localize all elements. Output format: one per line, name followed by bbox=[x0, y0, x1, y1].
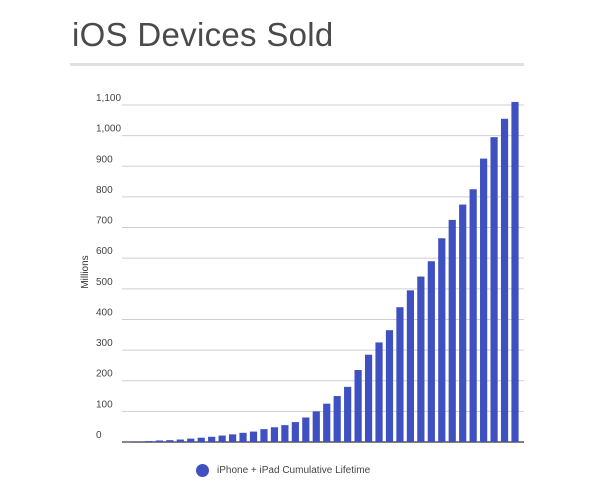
bar bbox=[490, 137, 498, 443]
bar bbox=[344, 386, 352, 442]
legend-swatch bbox=[196, 464, 209, 477]
bar-chart: Millions 0 100 200 300 400 500 600 700 800 900 1,0… bbox=[80, 93, 524, 443]
chart-title: iOS Devices Sold bbox=[72, 16, 334, 53]
y-tick-label: 400 bbox=[96, 307, 113, 318]
title-divider bbox=[70, 63, 524, 66]
bar bbox=[145, 441, 153, 442]
bar bbox=[176, 439, 184, 442]
bar bbox=[438, 238, 446, 442]
bar bbox=[187, 438, 195, 442]
bar bbox=[208, 436, 216, 442]
bar bbox=[417, 276, 425, 442]
bar bbox=[260, 429, 268, 442]
bar bbox=[228, 434, 237, 442]
y-tick-label: 200 bbox=[96, 369, 113, 380]
legend: iPhone + iPad Cumulative Lifetime bbox=[196, 464, 370, 477]
bar bbox=[385, 330, 394, 442]
y-tick-label: 1,100 bbox=[96, 93, 121, 104]
bar bbox=[270, 427, 279, 442]
bar bbox=[375, 342, 383, 442]
bar bbox=[448, 219, 456, 442]
bar bbox=[406, 290, 415, 442]
y-tick-label: 100 bbox=[96, 399, 113, 410]
bar bbox=[427, 261, 435, 442]
bar bbox=[302, 417, 310, 442]
y-tick-label: 600 bbox=[96, 246, 113, 257]
y-axis-label: Millions bbox=[80, 255, 91, 288]
bar bbox=[323, 403, 331, 442]
bar bbox=[396, 307, 404, 442]
bar bbox=[291, 422, 299, 442]
bar bbox=[354, 370, 362, 442]
bar bbox=[333, 396, 341, 442]
bar bbox=[459, 204, 467, 442]
bar bbox=[166, 440, 174, 442]
legend-label: iPhone + iPad Cumulative Lifetime bbox=[217, 465, 371, 476]
bar bbox=[218, 435, 226, 442]
bar bbox=[500, 118, 509, 442]
bar bbox=[124, 441, 132, 443]
bar bbox=[312, 411, 320, 442]
bar bbox=[239, 432, 247, 442]
bar bbox=[134, 441, 143, 442]
bar bbox=[480, 158, 488, 443]
y-tick-label: 300 bbox=[96, 338, 113, 349]
bar bbox=[511, 101, 519, 442]
y-tick-label: 500 bbox=[96, 277, 113, 288]
y-tick-label: 700 bbox=[96, 216, 113, 227]
y-tick-label: 1,000 bbox=[96, 124, 121, 135]
bar bbox=[155, 440, 163, 442]
bar bbox=[364, 354, 373, 442]
bar bbox=[249, 431, 258, 442]
bar bbox=[197, 437, 205, 442]
y-tick-label: 900 bbox=[96, 154, 113, 165]
bar bbox=[469, 189, 477, 442]
y-tick-label: 0 bbox=[96, 430, 102, 441]
y-tick-label: 800 bbox=[96, 185, 113, 196]
bar bbox=[281, 425, 289, 442]
